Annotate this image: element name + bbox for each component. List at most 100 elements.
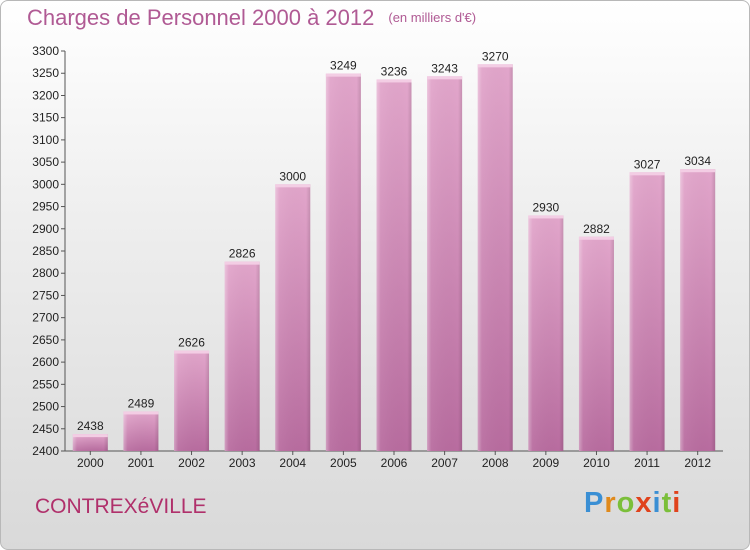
data-label: 2626 [178,336,205,350]
y-tick-label: 2500 [32,400,59,414]
data-label: 2882 [583,222,610,236]
logo-letter: t [661,487,673,519]
bar-top-highlight [427,76,463,80]
y-tick-label: 2600 [32,355,59,369]
data-label: 2438 [77,419,104,433]
logo-letter: i [652,487,662,519]
bar-top-highlight [376,79,412,83]
bar-top-highlight [275,184,311,188]
bar-shine [629,172,665,452]
bar-top-highlight [528,215,564,219]
y-tick-label: 3300 [32,44,59,58]
y-tick-label: 2750 [32,288,59,302]
y-tick-label: 2900 [32,222,59,236]
y-tick-label: 2450 [32,422,59,436]
bar-shine [680,169,716,451]
bar-2003 [224,261,260,451]
logo-letter: x [635,487,653,519]
logo-letter: r [604,487,617,519]
y-tick-label: 3100 [32,133,59,147]
x-tick-label: 2010 [583,456,610,470]
data-label: 3249 [330,59,357,73]
bar-2006 [376,79,412,451]
y-tick-label: 2550 [32,377,59,391]
bar-shine [376,79,412,451]
y-tick-label: 2650 [32,333,59,347]
x-tick-label: 2006 [381,456,408,470]
data-label: 2930 [532,200,559,214]
logo-letter: o [616,487,636,519]
x-tick-label: 2003 [229,456,256,470]
bar-shine [123,411,159,451]
bar-2001 [123,411,159,451]
bar-2009 [528,215,564,451]
x-tick-label: 2008 [482,456,509,470]
x-tick-label: 2002 [178,456,205,470]
x-tick-label: 2000 [77,456,104,470]
data-label: 3236 [381,64,408,78]
bar-shine [325,73,361,452]
bars [72,64,716,452]
bar-2011 [629,172,665,452]
bar-2008 [477,64,513,452]
data-label: 3270 [482,49,509,63]
y-tick-label: 2950 [32,200,59,214]
x-tick-label: 2001 [128,456,155,470]
chart-unit: (en milliers d'€) [388,10,477,25]
data-label: 2489 [128,396,155,410]
town-name: CONTREXéVILLE [35,495,207,518]
axes: 2400 2450 2500 2550 2600 2650 2700 2750 2800 2850… [32,44,723,470]
bar-top-highlight [477,64,513,68]
logo-letter: i [672,487,682,519]
data-label: 3243 [431,61,458,75]
bar-shine [224,261,260,451]
data-label: 3027 [634,157,661,171]
bar-2005 [325,73,361,452]
bar-shine [72,434,108,451]
chart-title-block: Charges de Personnel 2000 à 2012 (en mill… [27,5,476,31]
bar-2010 [578,236,614,451]
y-tick-label: 3200 [32,88,59,102]
chart-title: Charges de Personnel 2000 à 2012 [27,5,375,30]
bar-shine [477,64,513,452]
bar-shine [275,184,311,452]
bar-2012 [680,169,716,451]
bar-2007 [427,76,463,451]
data-label: 2826 [229,247,256,261]
bar-shine [528,215,564,451]
bar-shine [427,76,463,451]
bar-top-highlight [174,350,210,354]
x-tick-label: 2009 [532,456,559,470]
x-tick-label: 2011 [634,456,660,470]
data-labels: 2438 2489 2626 2826 3000 3249 3236 3243 3270 2930… [77,49,711,433]
bar-top-highlight [224,261,260,265]
y-tick-label: 3000 [32,177,59,191]
proxiti-logo: Proxiti [584,487,681,520]
x-tick-label: 2004 [279,456,306,470]
bar-shine [578,236,614,451]
data-label: 3034 [684,154,711,168]
y-tick-label: 2800 [32,266,59,280]
bar-2002 [174,350,210,451]
bar-top-highlight [578,236,614,240]
y-tick-label: 3150 [32,111,59,125]
data-label: 3000 [279,169,306,183]
y-tick-label: 2400 [32,444,59,458]
x-tick-label: 2007 [431,456,458,470]
y-tick-label: 2850 [32,244,59,258]
x-tick-label: 2005 [330,456,357,470]
y-tick-label: 3050 [32,155,59,169]
bar-top-highlight [325,73,361,77]
bar-top-highlight [123,411,159,415]
bar-top-highlight [680,169,716,173]
x-tick-label: 2012 [684,456,711,470]
bar-2000 [72,434,108,451]
y-tick-label: 2700 [32,311,59,325]
y-tick-label: 3250 [32,66,59,80]
bar-2004 [275,184,311,452]
bar-top-highlight [629,172,665,176]
bar-shine [174,350,210,451]
logo-letter: P [584,487,605,519]
